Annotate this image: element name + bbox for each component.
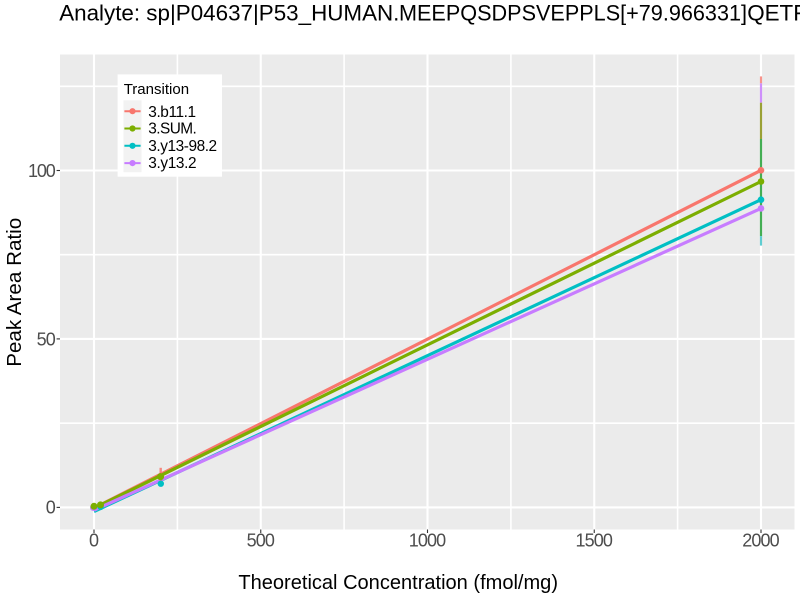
svg-text:2000: 2000 [742,531,779,551]
svg-text:1500: 1500 [576,531,613,551]
svg-text:0: 0 [89,531,99,551]
svg-text:1000: 1000 [409,531,446,551]
svg-text:500: 500 [247,531,275,551]
svg-text:Transition: Transition [124,81,189,98]
svg-text:Analyte: sp|P04637|P53_HUMAN.: Analyte: sp|P04637|P53_HUMAN. [59,0,399,25]
svg-text:100: 100 [28,161,56,181]
svg-text:3.y13.2: 3.y13.2 [148,155,196,172]
svg-text:MEEPQSDPSVEPPLS[+79.966331]: MEEPQSDPSVEPPLS[+79.966331] [399,0,747,25]
svg-text:Theoretical Concentration (fmo: Theoretical Concentration (fmol/mg) [238,572,558,594]
svg-text:QETFSDLWK: QETFSDLWK [747,0,800,25]
svg-text:0: 0 [46,498,56,518]
svg-text:50: 50 [37,329,56,349]
svg-text:3.b11.1: 3.b11.1 [148,104,196,121]
svg-text:Peak Area Ratio: Peak Area Ratio [4,218,26,367]
svg-text:3.y13-98.2: 3.y13-98.2 [148,138,217,155]
svg-text:3.SUM.: 3.SUM. [148,120,197,137]
